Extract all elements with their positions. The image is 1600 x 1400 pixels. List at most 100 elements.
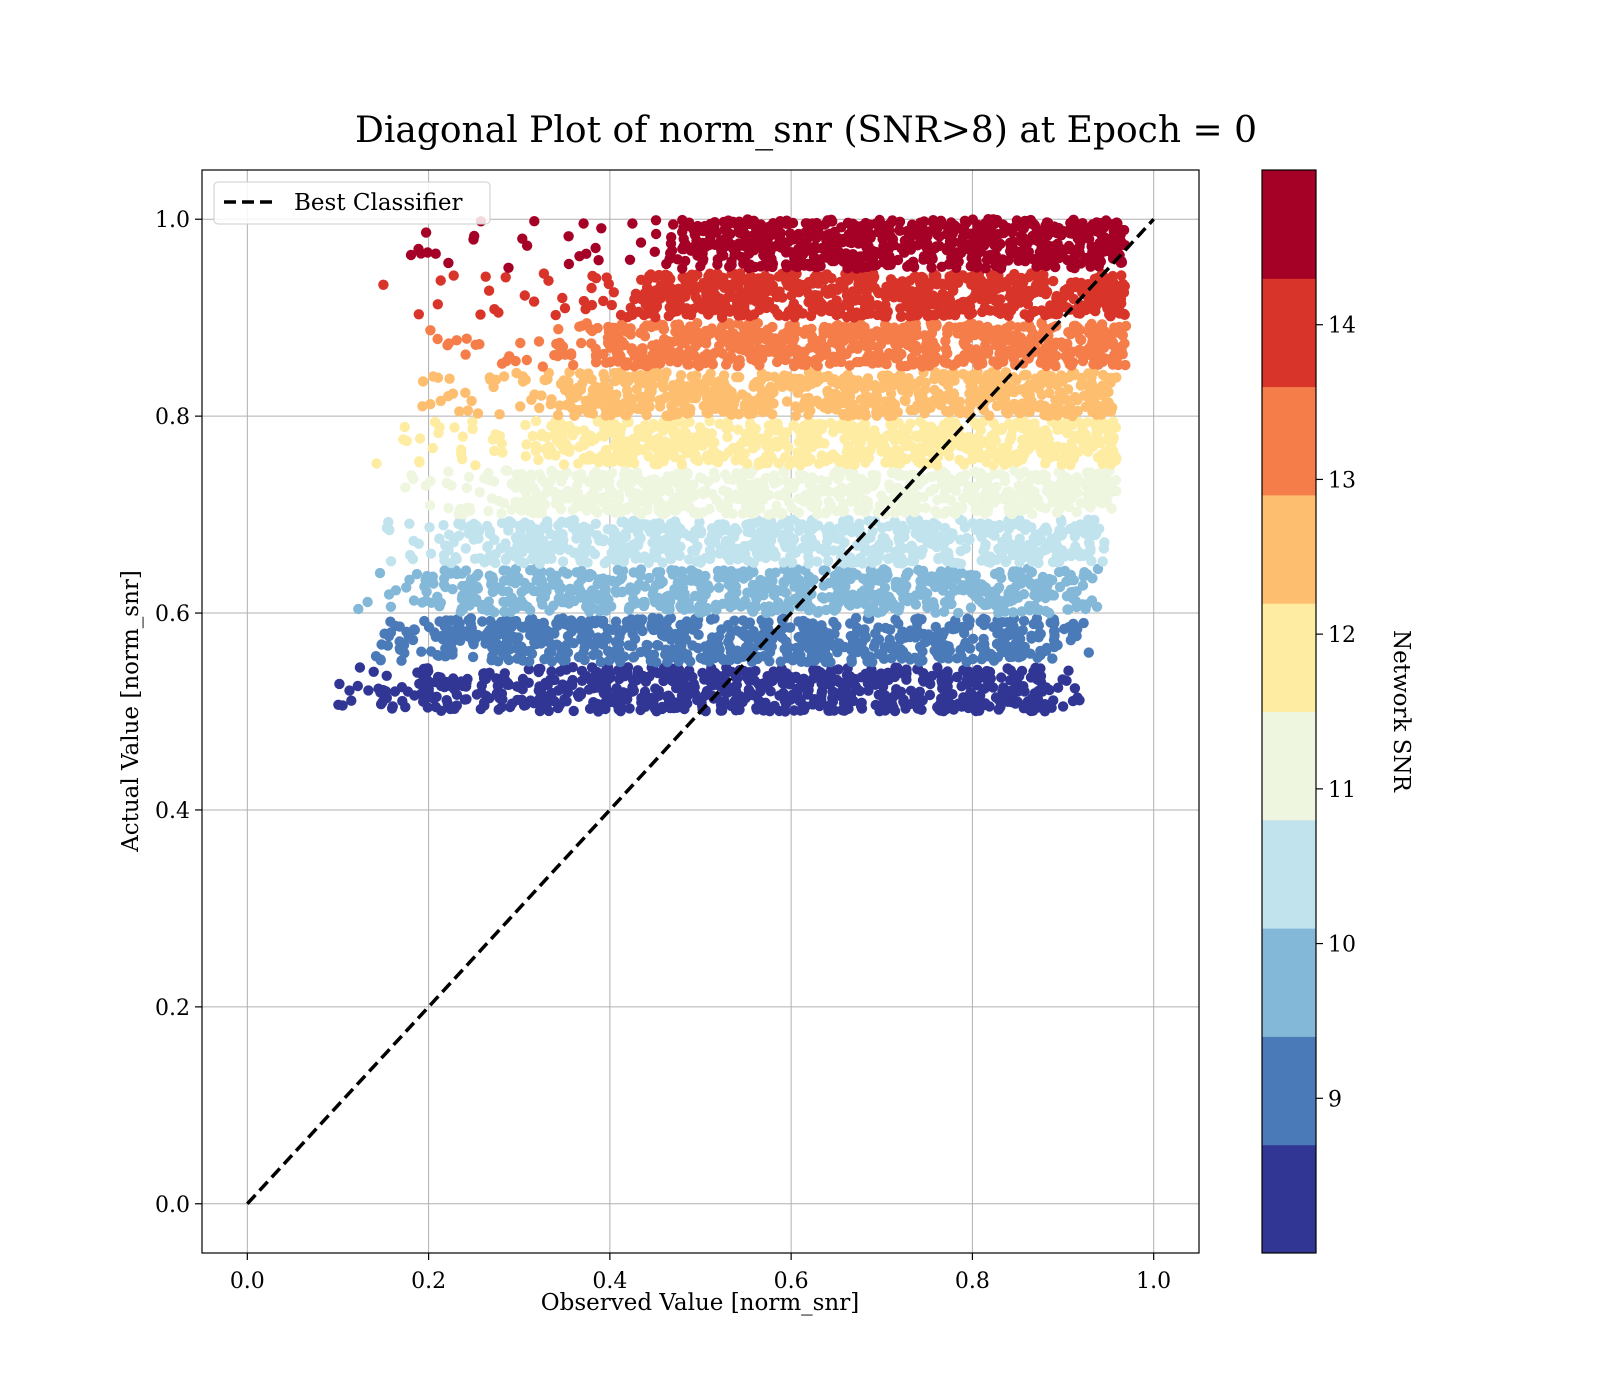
data-point	[1033, 426, 1044, 437]
data-point	[872, 507, 883, 518]
data-point	[975, 641, 986, 653]
data-point	[857, 480, 869, 492]
data-point	[498, 596, 509, 607]
data-point	[587, 384, 599, 396]
data-point	[586, 569, 597, 581]
data-point	[928, 483, 940, 495]
data-point	[818, 580, 829, 591]
data-point	[672, 674, 683, 685]
data-point	[962, 613, 973, 624]
data-point	[557, 679, 568, 690]
data-point	[758, 590, 769, 601]
data-point	[542, 519, 553, 531]
data-point	[1029, 418, 1040, 429]
data-point	[694, 601, 705, 612]
data-point	[1016, 606, 1028, 617]
data-point	[812, 556, 823, 567]
data-point	[838, 575, 849, 586]
data-point	[710, 472, 721, 483]
data-point	[639, 420, 651, 431]
data-point	[1069, 683, 1081, 694]
data-point	[546, 420, 557, 432]
data-point	[462, 405, 474, 416]
data-point	[936, 397, 947, 408]
data-point	[573, 691, 584, 702]
data-point	[371, 458, 382, 469]
data-point	[803, 605, 815, 616]
data-point	[628, 593, 639, 605]
data-point	[704, 415, 715, 427]
data-point	[470, 460, 481, 471]
data-point	[707, 488, 718, 500]
data-point	[988, 369, 999, 381]
data-point	[820, 508, 831, 519]
data-point	[467, 651, 479, 663]
data-point	[1003, 543, 1014, 555]
data-point	[705, 368, 716, 379]
data-point	[354, 662, 366, 673]
data-point	[730, 455, 741, 466]
data-point	[621, 410, 632, 421]
data-point	[504, 614, 515, 626]
data-point	[788, 477, 799, 489]
data-point	[928, 528, 940, 540]
data-point	[1068, 481, 1079, 492]
data-point	[1003, 626, 1014, 637]
data-point	[739, 548, 751, 559]
data-point	[972, 664, 983, 676]
data-point	[483, 505, 494, 517]
data-point	[913, 479, 924, 490]
data-point	[604, 668, 616, 679]
data-point	[915, 375, 926, 387]
data-point	[801, 456, 813, 467]
data-point	[471, 596, 482, 607]
data-point	[881, 537, 893, 548]
data-point	[746, 508, 757, 519]
data-point	[670, 426, 681, 437]
data-point	[425, 476, 436, 487]
data-point	[900, 432, 911, 443]
data-point	[557, 556, 569, 567]
data-point	[962, 406, 973, 418]
data-point	[596, 382, 608, 393]
data-point	[653, 371, 664, 382]
data-point	[460, 387, 471, 398]
data-point	[824, 592, 835, 603]
data-point	[909, 404, 920, 416]
data-point	[414, 456, 425, 467]
data-point	[957, 516, 968, 527]
data-point	[376, 639, 387, 650]
data-point	[794, 575, 806, 586]
data-point	[490, 673, 502, 684]
data-point	[1018, 615, 1030, 627]
data-point	[716, 545, 727, 557]
data-point	[722, 570, 733, 582]
data-point	[967, 633, 979, 644]
data-point	[896, 524, 907, 536]
data-point	[440, 643, 451, 654]
data-point	[760, 386, 771, 397]
data-point	[904, 631, 916, 643]
data-point	[523, 664, 534, 675]
data-point	[595, 656, 607, 668]
data-point	[724, 631, 735, 643]
data-point	[444, 529, 455, 540]
data-point	[938, 572, 949, 583]
data-point	[657, 701, 668, 713]
data-point	[425, 548, 437, 559]
data-point	[411, 568, 423, 580]
data-point	[601, 447, 612, 459]
data-point	[534, 402, 545, 414]
data-point	[714, 644, 725, 656]
data-point	[496, 517, 508, 529]
data-point	[865, 532, 876, 543]
data-point	[868, 589, 879, 600]
data-point	[774, 705, 785, 717]
data-point	[499, 606, 510, 617]
data-point	[562, 687, 573, 698]
data-point	[414, 433, 426, 444]
data-point	[494, 623, 505, 634]
data-point	[1104, 427, 1115, 439]
data-point	[946, 580, 958, 591]
data-point	[791, 650, 802, 661]
